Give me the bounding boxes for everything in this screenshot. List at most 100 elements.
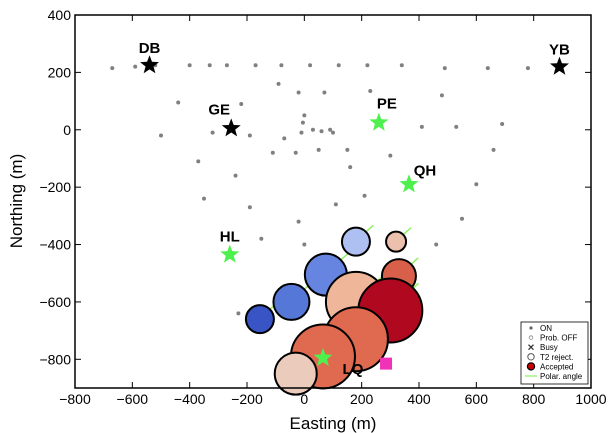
on-station-dot bbox=[247, 133, 252, 138]
station-label-yb: YB bbox=[549, 42, 570, 59]
pink-square-marker bbox=[380, 357, 393, 370]
on-station-dot bbox=[202, 196, 206, 201]
on-station-dot bbox=[333, 202, 338, 207]
station-star-db bbox=[140, 55, 160, 74]
on-station-dot bbox=[345, 147, 350, 152]
on-station-dot bbox=[419, 124, 424, 129]
station-star-qh bbox=[399, 174, 419, 193]
on-station-dot bbox=[525, 66, 530, 71]
on-station-dot bbox=[302, 242, 307, 247]
station-star-pe bbox=[369, 112, 389, 131]
legend-label: Busy bbox=[540, 343, 558, 352]
on-station-dot bbox=[434, 242, 439, 247]
y-tick-label: −200 bbox=[39, 179, 71, 195]
event-circle bbox=[273, 351, 318, 396]
event-circle bbox=[272, 282, 311, 321]
legend-marker-busy-b bbox=[528, 344, 534, 351]
on-station-dot bbox=[454, 124, 459, 129]
on-station-dot bbox=[474, 182, 479, 187]
station-label-qh: QH bbox=[414, 162, 437, 179]
y-tick-label: 200 bbox=[48, 64, 72, 80]
on-stations-layer bbox=[110, 63, 530, 316]
legend-label: ON bbox=[540, 324, 552, 333]
station-label-ge: GE bbox=[208, 101, 230, 118]
station-label-pe: PE bbox=[377, 96, 397, 113]
on-station-dot bbox=[239, 101, 244, 106]
on-station-dot bbox=[270, 150, 275, 155]
on-station-dot bbox=[133, 64, 138, 69]
on-station-dot bbox=[336, 63, 341, 68]
on-station-dot bbox=[308, 63, 313, 68]
on-station-dot bbox=[442, 66, 447, 71]
on-station-dot bbox=[348, 165, 353, 170]
x-tick-label: 400 bbox=[407, 391, 431, 407]
on-station-dot bbox=[362, 193, 367, 198]
on-station-dot bbox=[110, 66, 115, 71]
x-tick-label: −800 bbox=[59, 391, 91, 407]
on-station-dot bbox=[293, 150, 298, 155]
station-star-yb bbox=[549, 56, 569, 75]
on-station-dot bbox=[247, 205, 252, 210]
x-tick-label: −200 bbox=[231, 391, 263, 407]
legend-label: Polar. angle bbox=[540, 372, 583, 381]
on-station-dot bbox=[310, 127, 315, 132]
on-station-dot bbox=[491, 147, 496, 152]
x-tick-label: 200 bbox=[350, 391, 374, 407]
station-label-hl: HL bbox=[220, 229, 240, 246]
on-station-dot bbox=[253, 63, 258, 68]
event-circle bbox=[340, 226, 371, 257]
station-label-db: DB bbox=[139, 40, 161, 57]
y-tick-label: −800 bbox=[39, 351, 71, 367]
events-layer bbox=[244, 224, 424, 396]
on-station-dot bbox=[316, 147, 321, 152]
on-station-dot bbox=[276, 81, 281, 86]
on-station-dot bbox=[500, 122, 505, 127]
axis-ticks: −800 −600 −400 −200 0 200 400 600 800 1000 400 200 0… bbox=[39, 7, 606, 407]
x-tick-label: 600 bbox=[465, 391, 489, 407]
on-station-dot bbox=[388, 153, 393, 158]
on-station-dot bbox=[296, 219, 301, 224]
y-axis-label: Northing (m) bbox=[7, 154, 26, 248]
x-tick-label: 800 bbox=[522, 391, 546, 407]
on-station-dot bbox=[159, 133, 163, 138]
x-tick-label: −400 bbox=[174, 391, 206, 407]
station-star-lq bbox=[313, 347, 333, 366]
legend-box bbox=[520, 321, 589, 385]
station-star-ge bbox=[221, 118, 241, 137]
station-star-hl bbox=[220, 244, 240, 263]
on-station-dot bbox=[224, 63, 229, 68]
legend-label: Prob. OFF bbox=[540, 334, 577, 343]
on-station-dot bbox=[233, 173, 238, 178]
on-station-dot bbox=[296, 90, 301, 95]
on-station-dot bbox=[187, 63, 192, 68]
on-station-dot bbox=[176, 100, 181, 105]
on-station-dot bbox=[365, 63, 370, 68]
legend-label: T2 reject. bbox=[540, 353, 573, 362]
event-circle bbox=[385, 230, 408, 253]
on-station-dot bbox=[319, 129, 324, 134]
on-station-dot bbox=[439, 93, 444, 98]
y-tick-label: −600 bbox=[39, 294, 71, 310]
y-tick-label: 400 bbox=[48, 7, 72, 23]
on-station-dot bbox=[485, 66, 490, 71]
on-station-dot bbox=[399, 63, 404, 68]
on-station-dot bbox=[300, 120, 305, 125]
on-station-dot bbox=[279, 63, 284, 68]
on-station-dot bbox=[460, 216, 464, 221]
on-station-dot bbox=[236, 311, 241, 316]
legend-label: Accepted bbox=[540, 362, 573, 371]
on-station-dot bbox=[302, 113, 307, 118]
x-tick-label: −600 bbox=[117, 391, 149, 407]
on-station-dot bbox=[299, 130, 304, 135]
x-tick-label: 0 bbox=[300, 391, 308, 407]
on-station-dot bbox=[328, 127, 333, 132]
on-station-dot bbox=[331, 130, 335, 135]
x-axis-label: Easting (m) bbox=[290, 414, 377, 433]
x-tick-label: 1000 bbox=[575, 391, 606, 407]
on-station-dot bbox=[259, 236, 264, 241]
on-station-dot bbox=[282, 136, 287, 141]
on-station-dot bbox=[210, 130, 215, 135]
on-station-dot bbox=[196, 159, 201, 164]
